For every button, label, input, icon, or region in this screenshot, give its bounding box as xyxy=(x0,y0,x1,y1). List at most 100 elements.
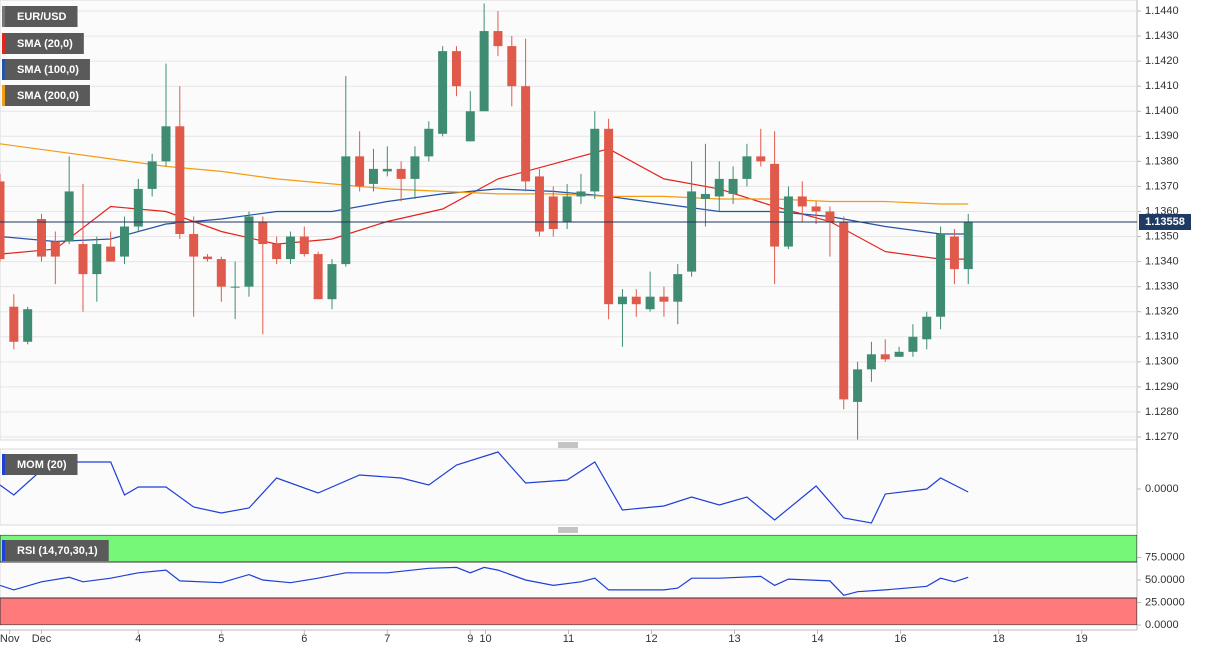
legend-item: SMA (200,0) xyxy=(2,85,90,106)
y-tick-label: 0.0000 xyxy=(1145,619,1179,631)
candle-body xyxy=(106,246,116,262)
y-tick-label: 1.1290 xyxy=(1145,381,1179,393)
y-tick-label: 1.1300 xyxy=(1145,356,1179,368)
candle-body xyxy=(244,216,254,287)
y-tick-label: 25.0000 xyxy=(1145,596,1185,608)
candle-body xyxy=(438,51,448,134)
plot-area xyxy=(0,451,969,524)
x-tick-label: Dec xyxy=(32,633,52,645)
candle-body xyxy=(742,156,752,179)
candle-body xyxy=(825,211,835,222)
candle-body xyxy=(299,236,309,255)
candle-body xyxy=(465,111,475,142)
candle-body xyxy=(50,241,60,257)
x-tick-label: 10 xyxy=(479,633,491,645)
candle-body xyxy=(936,234,946,317)
legend-item: EUR/USD xyxy=(2,6,78,27)
legend-box xyxy=(2,59,90,80)
candle-body xyxy=(202,256,212,260)
y-tick-label: 1.1430 xyxy=(1145,30,1179,42)
x-tick-label: 19 xyxy=(1076,633,1088,645)
legend-label: SMA (100,0) xyxy=(17,64,79,76)
overbought-band xyxy=(0,535,1137,563)
candle-body xyxy=(64,191,74,242)
y-tick-label: 1.1380 xyxy=(1145,155,1179,167)
candle-body xyxy=(119,226,129,257)
legend-box xyxy=(2,454,78,475)
mom-panel xyxy=(0,448,1138,526)
candle-body xyxy=(216,259,226,287)
candle-body xyxy=(728,178,738,194)
candle-body xyxy=(36,218,46,257)
candle-body xyxy=(341,156,351,265)
candle-body xyxy=(770,163,780,247)
candle-body xyxy=(161,126,171,162)
candle-body xyxy=(756,156,766,162)
y-tick-label: 1.1440 xyxy=(1145,5,1179,17)
y-tick-label: 1.1320 xyxy=(1145,306,1179,318)
candle-body xyxy=(355,156,365,187)
candle-body xyxy=(700,193,710,199)
candle-body xyxy=(78,244,88,275)
legend-label: RSI (14,70,30,1) xyxy=(17,545,98,557)
legend-swatch xyxy=(2,33,5,54)
candle-body xyxy=(521,86,531,182)
candle-body xyxy=(189,234,199,257)
candle-body xyxy=(922,316,932,340)
candle-body xyxy=(285,236,295,260)
legend-item: SMA (100,0) xyxy=(2,59,90,80)
x-tick-label: 6 xyxy=(301,633,307,645)
candle-body xyxy=(479,31,489,112)
resize-handle[interactable] xyxy=(558,442,578,448)
oversold-band xyxy=(0,597,1137,625)
indicator-line xyxy=(0,143,969,205)
legend-box xyxy=(2,6,78,27)
legend-box xyxy=(2,85,90,106)
candle-body xyxy=(949,236,959,270)
legend-swatch xyxy=(2,59,5,80)
y-tick-label: 1.1410 xyxy=(1145,80,1179,92)
candle-body xyxy=(534,176,544,232)
candle-body xyxy=(451,51,461,87)
candle-body xyxy=(23,309,33,342)
candle-body xyxy=(839,221,849,400)
candle-body xyxy=(368,168,378,184)
candle-body xyxy=(880,354,890,360)
candle-body xyxy=(687,191,697,272)
legend-swatch xyxy=(2,85,5,106)
candle-body xyxy=(617,296,627,305)
candle-body xyxy=(424,128,434,157)
candle-body xyxy=(908,336,918,352)
candle-body xyxy=(673,274,683,302)
candle-body xyxy=(659,296,669,302)
legend-box xyxy=(2,540,109,561)
x-tick-label: 5 xyxy=(218,633,224,645)
candle-body xyxy=(548,196,558,230)
candle-body xyxy=(410,156,420,179)
candle-body xyxy=(963,222,973,270)
x-tick-label: 11 xyxy=(563,633,574,645)
candle-body xyxy=(714,178,724,197)
indicator-line xyxy=(0,451,969,524)
candle-body xyxy=(92,244,102,275)
x-tick-label: 16 xyxy=(894,633,906,645)
legend-item: SMA (20,0) xyxy=(2,33,84,54)
x-tick-label: 18 xyxy=(993,633,1005,645)
candle-body xyxy=(0,181,5,260)
candle-body xyxy=(645,296,655,310)
plot-area xyxy=(0,3,1137,440)
candle-body xyxy=(866,354,876,370)
x-tick-label: 13 xyxy=(728,633,740,645)
candle-body xyxy=(853,369,863,402)
y-tick-label: 1.1340 xyxy=(1145,256,1179,268)
x-tick-label: Nov xyxy=(0,633,20,645)
legend-swatch xyxy=(2,454,5,475)
candle-body xyxy=(272,244,282,260)
legend-box xyxy=(2,33,84,54)
candle-body xyxy=(590,128,600,192)
legend-label: SMA (20,0) xyxy=(17,38,73,50)
resize-handle[interactable] xyxy=(558,527,578,533)
candle-body xyxy=(894,351,904,357)
y-tick-label: 1.1350 xyxy=(1145,230,1179,242)
